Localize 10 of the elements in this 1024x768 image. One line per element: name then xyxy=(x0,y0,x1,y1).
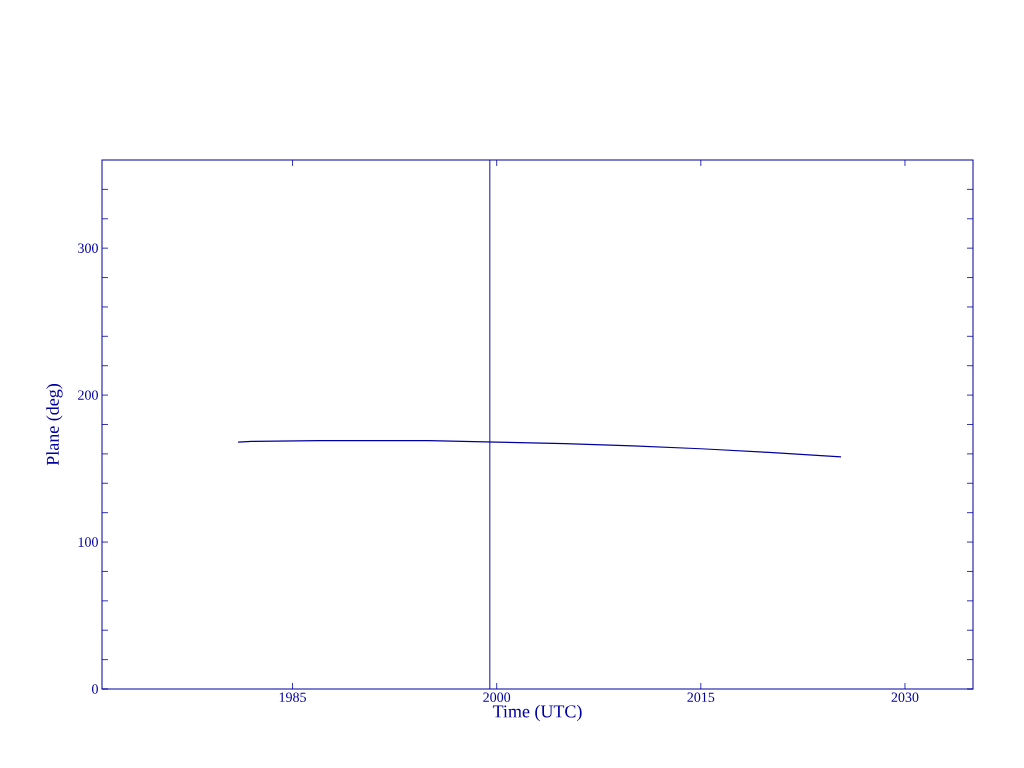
y-tick-label: 100 xyxy=(78,537,98,547)
x-tick-label: 2000 xyxy=(483,692,511,702)
x-axis-title: Time (UTC) xyxy=(492,704,582,722)
y-axis-title: Plane (deg) xyxy=(46,384,63,466)
y-tick-label: 300 xyxy=(78,243,98,253)
x-tick-label: 1985 xyxy=(279,692,306,702)
x-tick-label: 2030 xyxy=(891,692,919,702)
y-tick-label: 0 xyxy=(92,684,98,694)
y-tick-label: 200 xyxy=(78,390,98,400)
x-tick-label: 2015 xyxy=(687,692,715,702)
